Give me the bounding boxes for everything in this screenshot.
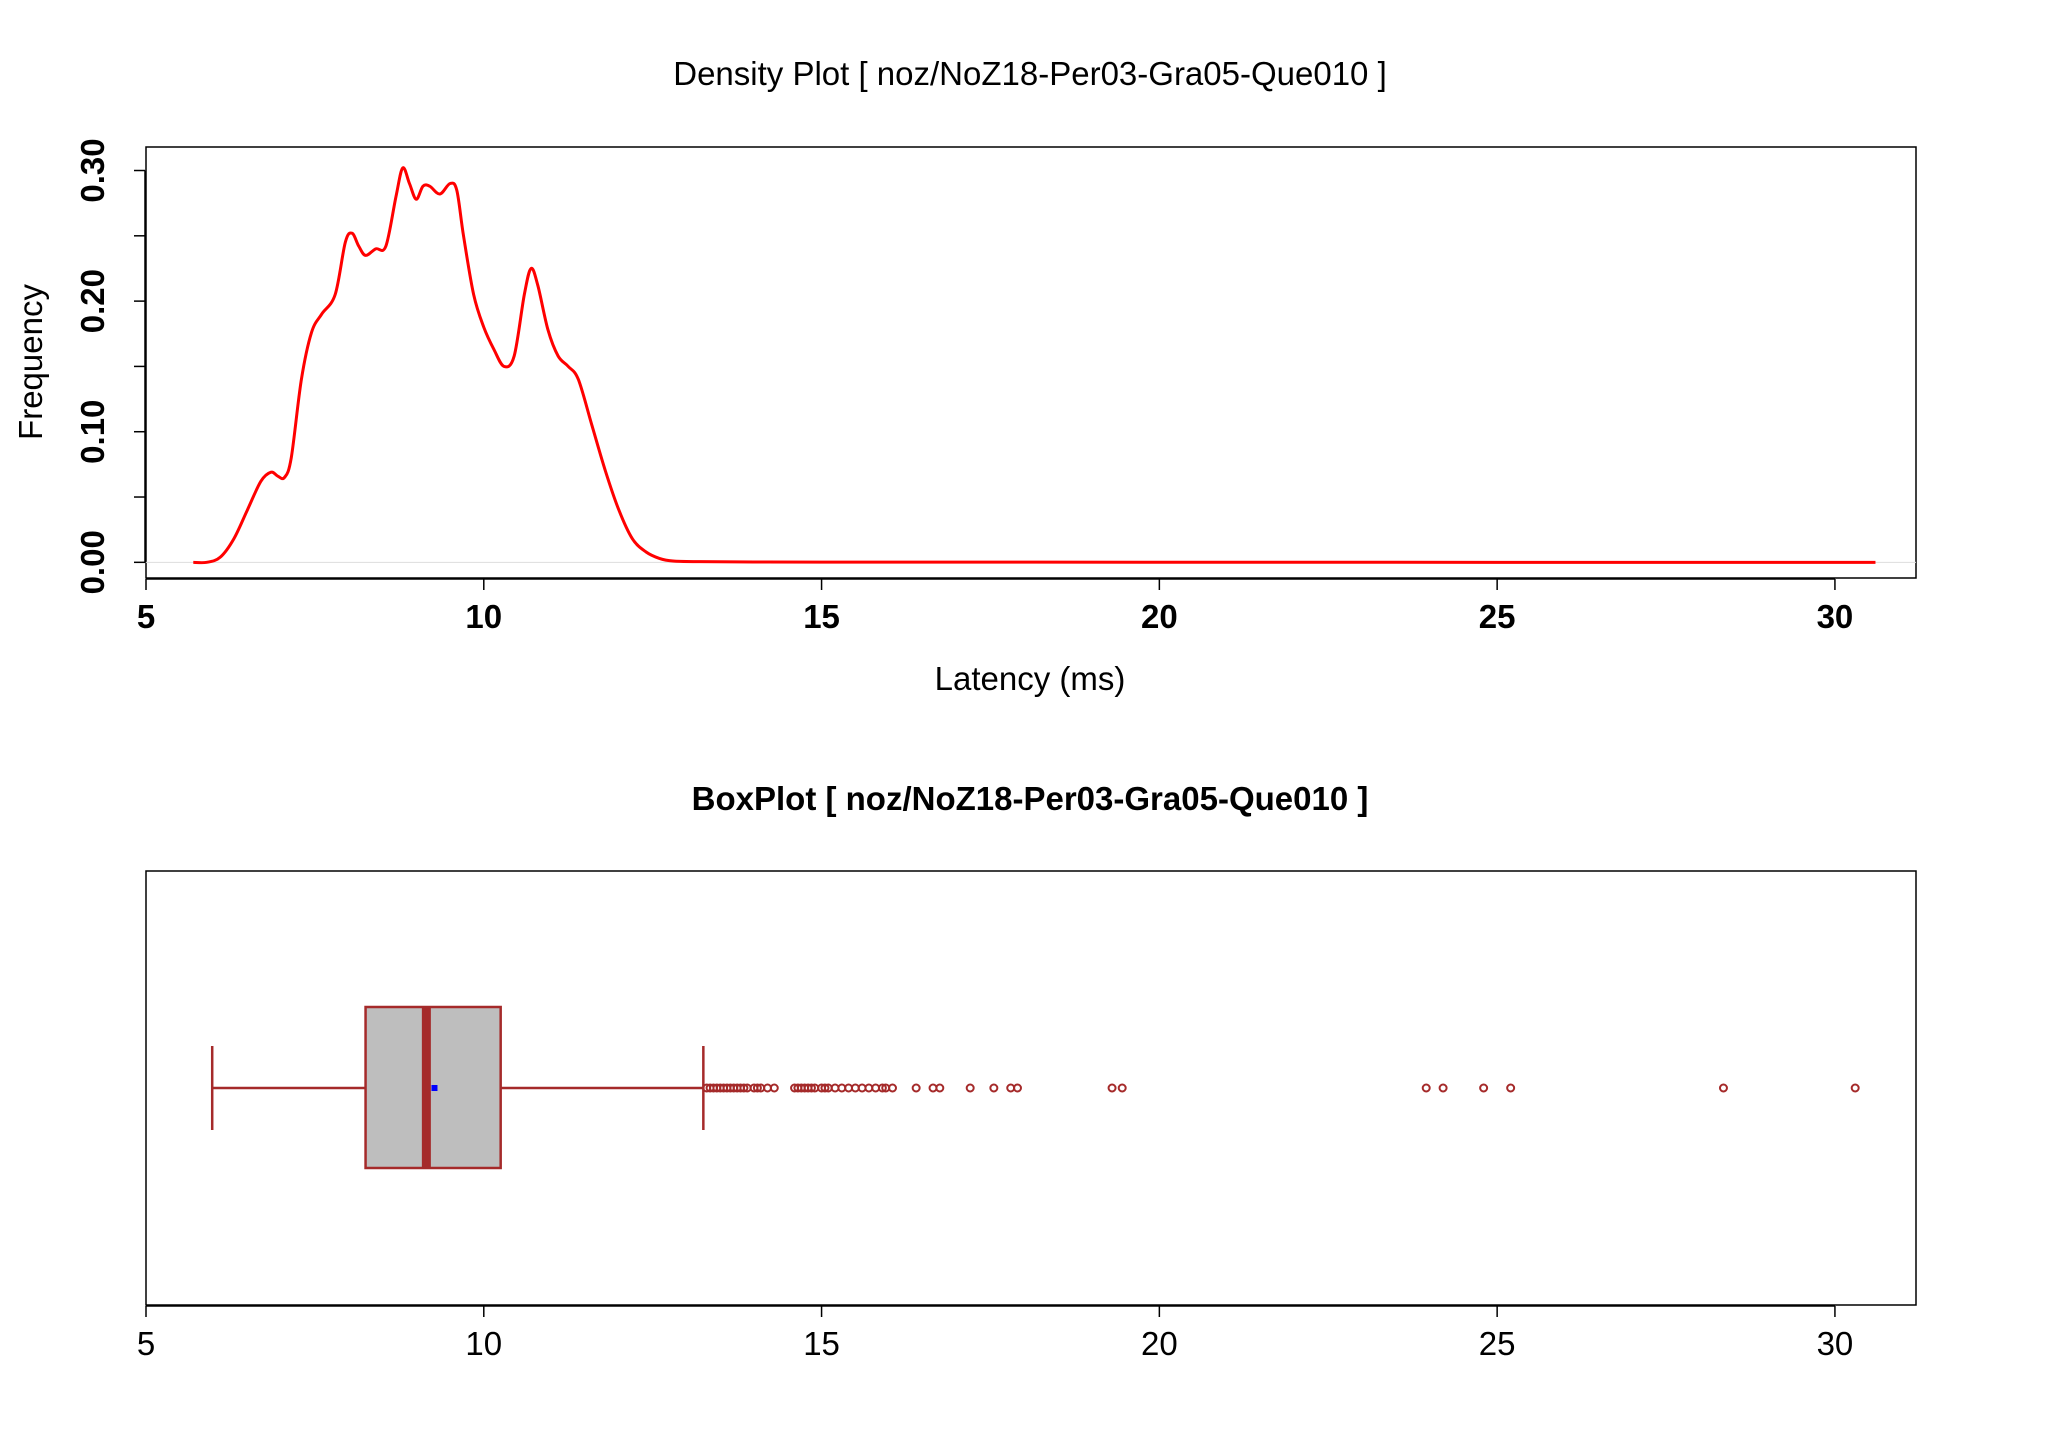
- boxplot-outlier: [911, 1083, 921, 1093]
- density-x-tick-label: 25: [1479, 598, 1516, 635]
- boxplot-mean-marker: [431, 1085, 438, 1091]
- boxplot-outlier: [1506, 1083, 1516, 1093]
- boxplot-outlier: [877, 1083, 887, 1093]
- density-x-tick-label: 10: [465, 598, 502, 635]
- boxplot-outlier: [1850, 1083, 1860, 1093]
- boxplot-frame: [145, 870, 1917, 1306]
- boxplot-outlier: [1117, 1083, 1127, 1093]
- boxplot-outlier: [820, 1083, 830, 1093]
- boxplot-outlier: [739, 1083, 749, 1093]
- boxplot-x-tick-label: 15: [803, 1325, 840, 1362]
- density-plot-frame: [145, 146, 1917, 579]
- boxplot-x-tick-label: 5: [137, 1325, 155, 1362]
- density-plot: Density Plot [ noz/NoZ18-Per03-Gra05-Que…: [12, 55, 1917, 697]
- boxplot-x-tick-label: 25: [1479, 1325, 1516, 1362]
- density-y-axis-label: Frequency: [12, 284, 49, 440]
- boxplot-outlier: [769, 1083, 779, 1093]
- density-x-tick-label: 5: [137, 598, 155, 635]
- boxplot-outliers: [702, 1083, 1860, 1093]
- density-title: Density Plot [ noz/NoZ18-Per03-Gra05-Que…: [673, 55, 1387, 92]
- density-x-tick-label: 15: [803, 598, 840, 635]
- boxplot-x-axis: 5 10 15 20 25 30: [137, 1305, 1854, 1362]
- boxplot-outlier: [935, 1083, 945, 1093]
- density-line: [193, 166, 1876, 565]
- boxplot-outlier: [1718, 1083, 1728, 1093]
- boxplot-x-tick-label: 20: [1141, 1325, 1178, 1362]
- box-plot: BoxPlot [ noz/NoZ18-Per03-Gra05-Que010 ]…: [137, 780, 1917, 1362]
- boxplot-elements: [210, 1005, 705, 1170]
- density-x-tick-label: 30: [1817, 598, 1854, 635]
- boxplot-outlier: [806, 1083, 816, 1093]
- density-y-tick-label: 0.20: [74, 269, 111, 333]
- density-y-axis: 0.00 0.10 0.20 0.30: [74, 138, 146, 594]
- density-x-tick-label: 20: [1141, 598, 1178, 635]
- density-x-axis-label: Latency (ms): [935, 660, 1126, 697]
- boxplot-title: BoxPlot [ noz/NoZ18-Per03-Gra05-Que010 ]: [692, 780, 1369, 817]
- density-y-tick-label: 0.30: [74, 138, 111, 202]
- boxplot-outlier: [965, 1083, 975, 1093]
- boxplot-outlier: [1421, 1083, 1431, 1093]
- boxplot-x-tick-label: 30: [1817, 1325, 1854, 1362]
- boxplot-outlier: [989, 1083, 999, 1093]
- boxplot-outlier: [1012, 1083, 1022, 1093]
- boxplot-x-tick-label: 10: [465, 1325, 502, 1362]
- boxplot-outlier: [1438, 1083, 1448, 1093]
- boxplot-outlier: [1107, 1083, 1117, 1093]
- density-x-axis: 5 10 15 20 25 30: [137, 578, 1854, 635]
- density-y-tick-label: 0.10: [74, 400, 111, 464]
- density-y-tick-label: 0.00: [74, 530, 111, 594]
- boxplot-outlier: [888, 1083, 898, 1093]
- boxplot-outlier: [1479, 1083, 1489, 1093]
- boxplot-outlier: [752, 1083, 762, 1093]
